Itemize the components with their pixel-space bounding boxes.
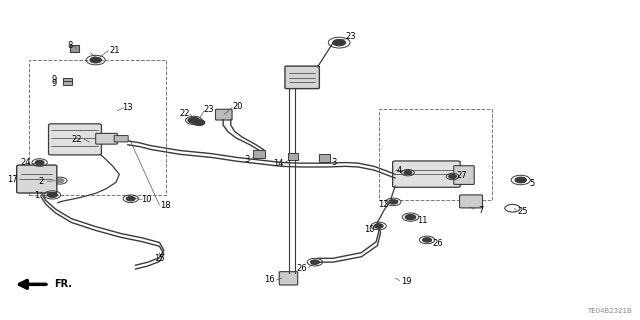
Text: 12: 12 <box>378 200 389 209</box>
Text: 13: 13 <box>122 103 133 112</box>
Circle shape <box>449 175 456 178</box>
Text: 22: 22 <box>180 108 190 117</box>
Bar <box>70 45 79 52</box>
Text: FR.: FR. <box>54 279 72 289</box>
Text: 20: 20 <box>232 102 243 111</box>
Circle shape <box>126 196 135 201</box>
Circle shape <box>333 39 346 46</box>
FancyBboxPatch shape <box>114 136 128 142</box>
Circle shape <box>310 260 319 264</box>
Bar <box>319 154 330 162</box>
Text: TE04B2321B: TE04B2321B <box>588 308 632 314</box>
Circle shape <box>86 141 98 146</box>
FancyBboxPatch shape <box>17 165 57 193</box>
Circle shape <box>90 57 101 63</box>
Bar <box>29 60 166 195</box>
Text: 21: 21 <box>109 46 120 55</box>
Text: 16: 16 <box>264 276 275 284</box>
Text: 9: 9 <box>51 75 56 84</box>
Circle shape <box>193 120 205 125</box>
Circle shape <box>35 160 44 165</box>
Text: 8: 8 <box>68 41 73 50</box>
Text: 10: 10 <box>141 195 152 204</box>
Text: 3: 3 <box>244 155 250 164</box>
FancyBboxPatch shape <box>49 124 101 155</box>
Text: 5: 5 <box>529 179 534 188</box>
Circle shape <box>515 177 527 183</box>
Text: 25: 25 <box>517 207 528 216</box>
Text: 26: 26 <box>297 264 307 273</box>
FancyBboxPatch shape <box>216 109 232 120</box>
Text: 7: 7 <box>478 206 483 215</box>
Bar <box>379 109 492 200</box>
Bar <box>63 77 72 81</box>
Text: 18: 18 <box>161 202 171 211</box>
Circle shape <box>389 200 397 204</box>
Text: 11: 11 <box>417 216 428 225</box>
Bar <box>63 81 72 85</box>
Text: 4: 4 <box>397 166 403 175</box>
FancyBboxPatch shape <box>460 195 483 208</box>
Circle shape <box>404 171 412 175</box>
Circle shape <box>56 179 64 182</box>
FancyBboxPatch shape <box>279 272 298 285</box>
Text: 10: 10 <box>364 225 375 234</box>
Text: 14: 14 <box>273 159 284 168</box>
FancyBboxPatch shape <box>96 133 117 144</box>
Circle shape <box>188 117 200 123</box>
Circle shape <box>47 192 58 197</box>
Text: 19: 19 <box>401 277 412 286</box>
Circle shape <box>405 215 415 220</box>
Text: 17: 17 <box>8 174 18 184</box>
Text: 9: 9 <box>51 79 56 88</box>
Text: 24: 24 <box>20 158 31 167</box>
Bar <box>253 150 264 158</box>
Bar <box>288 153 298 160</box>
FancyBboxPatch shape <box>285 66 319 89</box>
Text: 23: 23 <box>345 32 356 41</box>
FancyBboxPatch shape <box>454 166 474 184</box>
Text: 23: 23 <box>203 105 214 114</box>
Text: 22: 22 <box>71 135 82 144</box>
Circle shape <box>374 224 383 228</box>
Text: 3: 3 <box>332 158 337 167</box>
Circle shape <box>422 238 431 242</box>
Text: 15: 15 <box>154 254 164 263</box>
FancyBboxPatch shape <box>393 161 460 187</box>
Text: 1: 1 <box>34 191 39 200</box>
Text: 2: 2 <box>38 177 44 186</box>
Text: 27: 27 <box>456 172 467 180</box>
Text: 26: 26 <box>433 239 443 248</box>
